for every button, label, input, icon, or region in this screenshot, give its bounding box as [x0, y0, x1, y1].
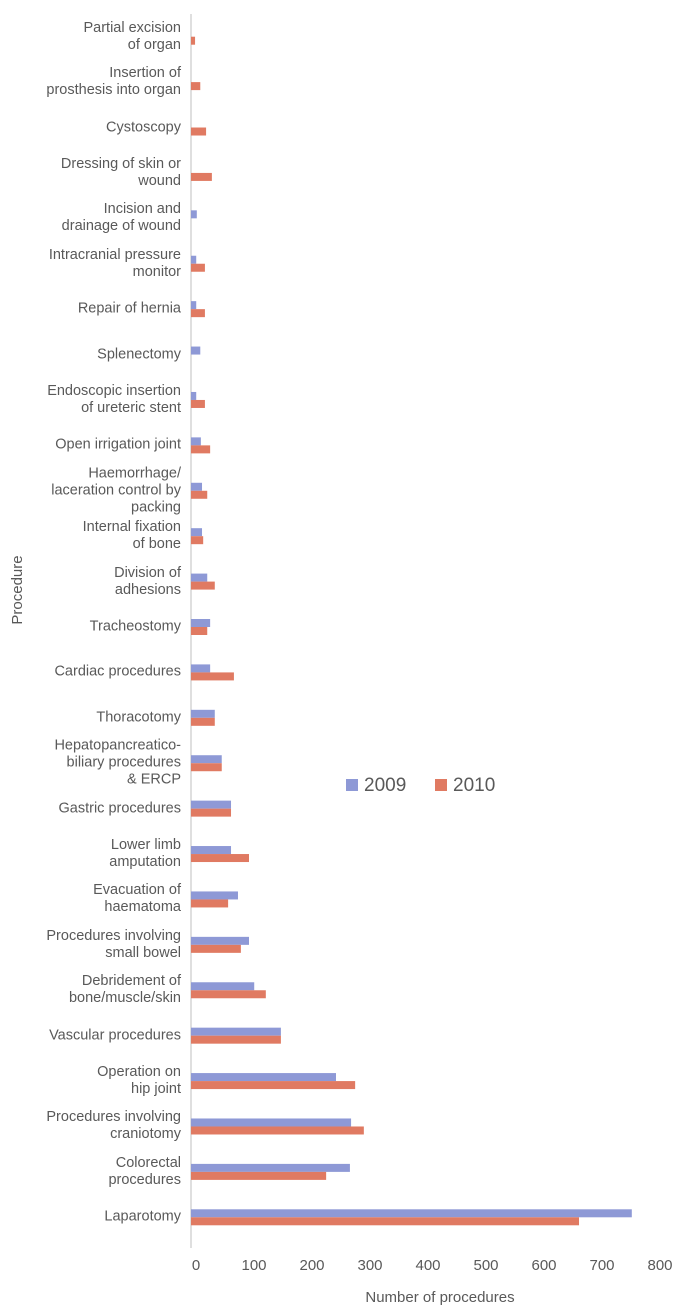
legend-label: 2010	[453, 775, 495, 796]
bar	[191, 172, 212, 181]
bar	[191, 664, 211, 673]
y-tick-label: Debridement of bone/muscle/skin	[68, 973, 181, 1007]
y-tick-label: Laparotomy	[104, 1208, 181, 1225]
bar	[191, 1035, 281, 1044]
y-tick-label: Lower limb amputation	[109, 837, 181, 871]
y-tick-label: Insertion of prosthesis into organ	[46, 65, 181, 99]
bar	[191, 1118, 352, 1127]
bar	[191, 763, 222, 772]
legend-label: 2009	[364, 775, 406, 796]
y-tick-label: Cystoscopy	[106, 119, 181, 136]
legend-swatch	[435, 779, 447, 791]
bar	[191, 309, 205, 318]
x-tick-label: 100	[241, 1257, 266, 1274]
x-tick-label: 300	[357, 1257, 382, 1274]
y-tick-label: Incision and drainage of wound	[61, 201, 181, 235]
bar	[191, 619, 211, 627]
x-tick-label: 600	[531, 1257, 556, 1274]
bar	[191, 437, 201, 446]
x-tick-label: 500	[473, 1257, 498, 1274]
bar	[191, 709, 215, 718]
y-tick-label: Open irrigation joint	[55, 436, 181, 453]
bar	[191, 263, 205, 272]
legend-swatch	[346, 779, 358, 791]
bar	[191, 808, 232, 817]
bar	[191, 982, 255, 991]
x-tick-label: 400	[415, 1257, 440, 1274]
bar	[191, 755, 222, 764]
bar	[191, 445, 211, 454]
bar	[191, 82, 201, 91]
bar	[191, 891, 238, 900]
bar	[191, 1126, 364, 1135]
y-tick-label: Dressing of skin or wound	[60, 155, 181, 189]
y-tick-label: Repair of hernia	[77, 300, 181, 317]
bar	[191, 899, 229, 908]
bar	[191, 990, 266, 999]
y-tick-label: Colorectal procedures	[108, 1154, 181, 1188]
bar	[191, 936, 249, 945]
bar	[191, 717, 215, 726]
y-tick-label: Tracheostomy	[89, 618, 181, 635]
bar	[191, 1217, 580, 1226]
bar	[191, 255, 197, 264]
bar	[191, 573, 208, 582]
y-tick-label: Cardiac procedures	[54, 663, 181, 680]
bar	[191, 482, 203, 491]
x-axis-title: Number of procedures	[365, 1289, 514, 1306]
bar	[191, 1081, 356, 1090]
y-tick-label: Evacuation of haematoma	[93, 882, 181, 916]
bar	[191, 127, 207, 136]
bar	[191, 944, 241, 953]
y-tick-label: Partial excision of organ	[83, 19, 181, 53]
y-tick-label: Thoracotomy	[96, 709, 181, 726]
bar	[191, 210, 197, 219]
y-tick-label: Internal fixation of bone	[82, 519, 181, 553]
bar	[191, 399, 205, 408]
y-tick-label: Procedures involving small bowel	[46, 927, 181, 961]
bar	[191, 528, 203, 537]
bar	[191, 581, 215, 590]
y-tick-label: Haemorrhage/ laceration control by packi…	[51, 465, 181, 516]
y-tick-label: Intracranial pressure monitor	[48, 246, 181, 280]
bar	[191, 854, 249, 863]
bar	[191, 1163, 350, 1172]
y-tick-label: Endoscopic insertion of ureteric stent	[47, 382, 181, 416]
bar	[191, 1073, 336, 1082]
y-tick-label: Vascular procedures	[49, 1027, 181, 1044]
bar	[191, 672, 234, 681]
bar	[191, 536, 204, 545]
bar	[191, 1027, 281, 1036]
y-tick-label: Hepatopancreatico- biliary procedures & …	[54, 737, 181, 788]
bar	[191, 800, 232, 809]
y-tick-label: Operation on hip joint	[97, 1064, 181, 1098]
bar	[191, 301, 197, 310]
y-tick-label: Division of adhesions	[114, 564, 181, 598]
y-axis-title: Procedure	[9, 555, 26, 624]
bar	[191, 490, 208, 499]
x-tick-label: 0	[192, 1257, 200, 1274]
bar	[191, 346, 201, 355]
bar	[191, 1171, 327, 1180]
y-tick-label: Splenectomy	[97, 346, 181, 363]
bar	[191, 627, 208, 635]
x-tick-label: 800	[647, 1257, 672, 1274]
x-tick-label: 200	[299, 1257, 324, 1274]
bar	[191, 1209, 632, 1218]
x-tick-label: 700	[589, 1257, 614, 1274]
y-tick-label: Procedures involving craniotomy	[46, 1109, 181, 1143]
bar	[191, 36, 196, 45]
bar	[191, 391, 197, 400]
y-tick-label: Gastric procedures	[58, 800, 182, 817]
bar	[191, 846, 232, 855]
